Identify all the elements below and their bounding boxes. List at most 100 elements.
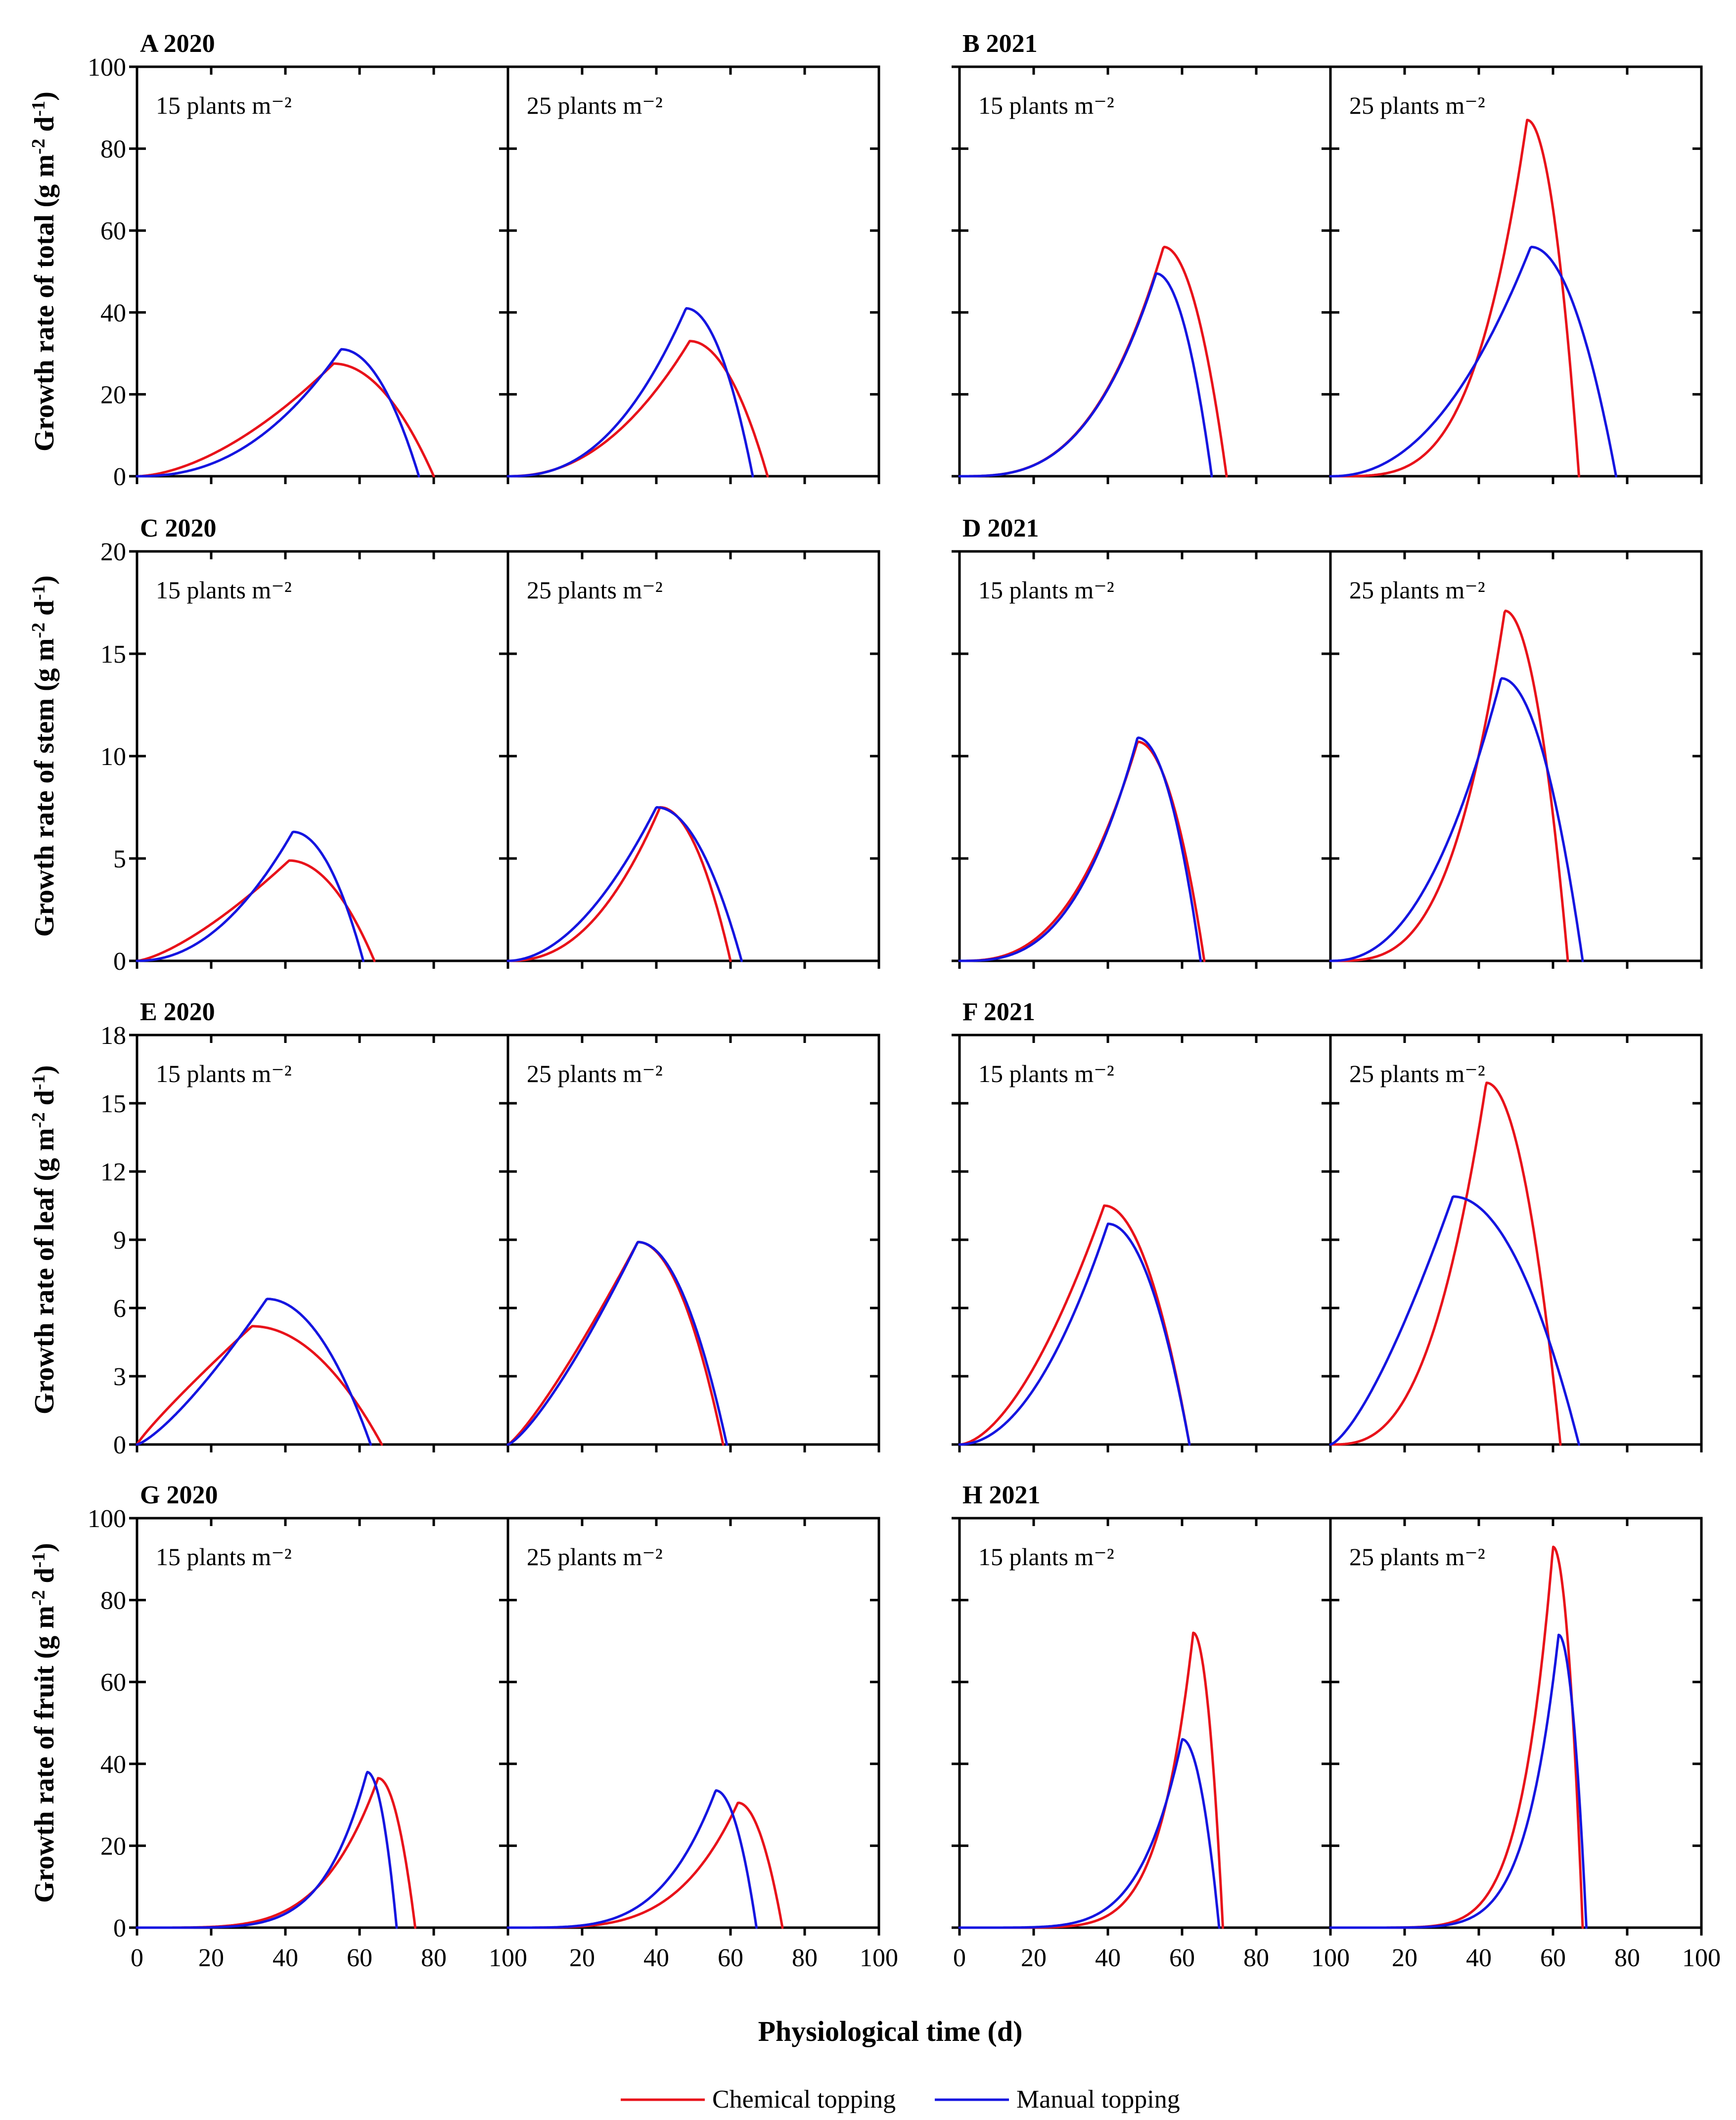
x-tick-label: 20 [1392,1944,1417,1972]
density-label: 15 plants m⁻² [156,1543,292,1571]
x-tick-label: 40 [1095,1944,1121,1972]
series-line-manual [958,1222,1191,1446]
density-label: 25 plants m⁻² [1349,1060,1485,1087]
series-line-manual [958,272,1213,478]
y-tick-label: 20 [100,381,126,409]
series-line-chemical [136,1777,416,1929]
x-tick-label: 40 [643,1944,669,1972]
y-tick-label: 18 [100,1022,126,1050]
density-label: 15 plants m⁻² [156,1060,292,1087]
subpanel: 15 plants m⁻² [952,550,1332,969]
y-tick-label: 15 [100,640,126,669]
plot-frame [958,65,1332,478]
panel-title: D 2021 [962,514,1039,542]
x-tick-label: 40 [1466,1944,1492,1972]
density-label: 15 plants m⁻² [978,91,1114,119]
subpanel: 20 40 60 80 100 25 plants m⁻² [1329,1517,1721,1972]
density-label: 15 plants m⁻² [156,576,292,604]
series-line-chemical [506,1241,725,1446]
x-tick-label: 80 [1614,1944,1640,1972]
series-line-manual [136,1770,398,1929]
x-tick-label: 20 [1021,1944,1047,1972]
subpanel: 20 40 60 80 100 25 plants m⁻² [506,1517,898,1972]
y-tick-label: 15 [100,1090,126,1118]
y-tick-label: 0 [113,947,126,976]
series-line-chemical [506,806,732,962]
series-line-manual [1329,1195,1580,1446]
series-line-chemical [136,859,376,962]
subpanel: 15 plants m⁻² [129,65,509,484]
panel-title: H 2021 [962,1481,1040,1509]
series-line-manual [136,830,365,962]
series-line-chemical [958,740,1206,962]
series-line-chemical [506,1802,784,1929]
series-line-manual [958,1738,1221,1929]
x-tick-label: 100 [489,1944,527,1972]
x-tick-label: 100 [860,1944,898,1972]
panel-b: B 2021 15 plants m⁻² 25 plants m⁻² [952,30,1703,484]
subpanel: 25 plants m⁻² [1329,1034,1703,1452]
plot-frame [136,65,509,478]
x-tick-label: 60 [718,1944,743,1972]
y-tick-label: 0 [113,1431,126,1459]
x-tick-label: 100 [1311,1944,1350,1972]
density-label: 25 plants m⁻² [1349,576,1485,604]
plot-frame [1329,550,1703,962]
series-line-chemical [958,245,1228,478]
subpanel: 25 plants m⁻² [506,1034,880,1452]
density-label: 15 plants m⁻² [156,91,292,119]
x-tick-label: 40 [273,1944,298,1972]
y-tick-label: 80 [100,135,126,164]
plot-frame [506,1517,880,1929]
panel-title: E 2020 [140,998,215,1026]
legend: Chemical topping Manual topping [621,2085,1180,2114]
subpanel: 25 plants m⁻² [1329,550,1703,969]
y-tick-label: 10 [100,743,126,771]
series-line-chemical [136,1325,383,1446]
subpanel: 25 plants m⁻² [506,550,880,969]
series-line-manual [506,806,743,962]
x-tick-label: 0 [131,1944,143,1972]
panel-g: G 2020 0 20 40 60 80 100 Growth rate of fruit (… [28,1481,898,1972]
y-axis-label: Growth rate of leaf (g m-2 d-1) [28,1065,60,1414]
y-tick-label: 9 [113,1226,126,1255]
x-tick-label: 100 [1682,1944,1721,1972]
series-line-chemical [1329,1082,1562,1446]
density-label: 25 plants m⁻² [527,576,663,604]
x-tick-label: 20 [198,1944,224,1972]
subpanel: 0 20 40 60 80 100 15 plants m⁻² [129,1517,527,1972]
x-tick-label: 20 [569,1944,595,1972]
series-line-chemical [1329,119,1580,478]
y-tick-label: 20 [100,538,126,566]
y-axis-label: Growth rate of stem (g m-2 d-1) [28,575,60,937]
y-axis-label: Growth rate of fruit (g m-2 d-1) [28,1543,60,1903]
plot-frame [1329,65,1703,478]
panel-title: F 2021 [962,998,1035,1026]
series-line-manual [136,348,420,478]
series-line-chemical [958,1204,1191,1446]
density-label: 25 plants m⁻² [1349,1543,1485,1571]
density-label: 15 plants m⁻² [978,576,1114,604]
subpanel: 15 plants m⁻² [129,1034,509,1452]
y-tick-label: 100 [88,53,126,82]
y-axis-label: Growth rate of total (g m-2 d-1) [28,91,60,451]
subpanel: 25 plants m⁻² [506,65,880,484]
y-tick-label: 60 [100,217,126,245]
x-tick-label: 60 [1540,1944,1566,1972]
plot-frame [506,65,880,478]
panel-title: A 2020 [140,30,215,58]
series-line-manual [1329,677,1584,962]
subpanel: 15 plants m⁻² [952,65,1332,484]
subpanel: 25 plants m⁻² [1329,65,1703,484]
panel-f: F 2021 15 plants m⁻² 25 plants m⁻² [952,998,1703,1452]
panel-c: C 2020 0 5 10 15 20 Growth rate of stem (g m-2… [28,514,880,976]
density-label: 25 plants m⁻² [527,1060,663,1087]
subpanel: 15 plants m⁻² [952,1034,1332,1452]
plot-frame [506,1034,880,1446]
density-label: 25 plants m⁻² [527,91,663,119]
y-tick-label: 3 [113,1363,126,1391]
y-tick-label: 0 [113,1914,126,1942]
plot-frame [958,550,1332,962]
